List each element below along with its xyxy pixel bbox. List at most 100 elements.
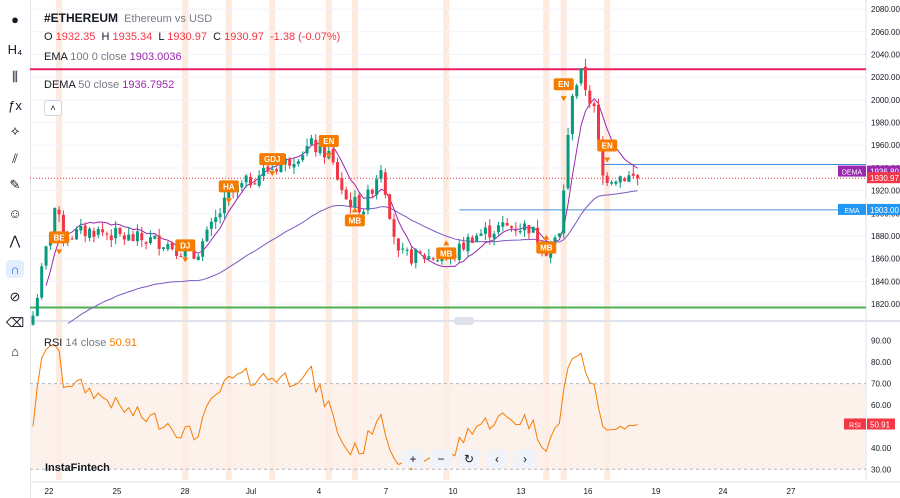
signal-label: EN: [602, 142, 613, 151]
candle-body: [623, 178, 627, 182]
chart-area[interactable]: 2080.002060.002040.002020.002000.001980.…: [30, 0, 900, 498]
price-tick-label: 2000.00: [871, 96, 900, 105]
signal-label: MB: [440, 249, 453, 258]
node-icon[interactable]: ⟡: [10, 123, 20, 138]
rsi-tick-label: 90.00: [871, 337, 892, 346]
ema-legend[interactable]: EMA 100 0 close 1903.0036: [44, 51, 182, 63]
time-tick-label: 19: [652, 487, 661, 496]
rsi-legend[interactable]: RSI 14 close 50.91: [44, 337, 137, 349]
logo-icon[interactable]: ●: [11, 11, 19, 27]
signal-marker: BE: [49, 231, 70, 255]
signal-badge: [344, 214, 365, 227]
candle-body: [201, 241, 205, 257]
candle-body: [309, 138, 313, 145]
ema-line: [67, 190, 638, 324]
signal-marker: MB: [344, 207, 365, 227]
symbol-icon[interactable]: H₄: [7, 41, 23, 57]
pane-divider-handle: [454, 317, 474, 325]
candle-body: [153, 235, 157, 239]
candle-body: [349, 199, 353, 208]
scroll-right-button[interactable]: ›: [514, 450, 536, 468]
candle-body: [531, 226, 535, 233]
trash-icon[interactable]: ⌫: [5, 315, 25, 330]
candle-body: [96, 229, 100, 235]
candle-body: [514, 230, 518, 232]
candle-body: [140, 233, 144, 241]
candle-body: [88, 228, 92, 238]
candle-body: [366, 189, 370, 211]
signal-badge: [259, 153, 286, 166]
candle-body: [579, 68, 583, 84]
signal-badge: [318, 134, 339, 147]
price-tag-value: 1936.80: [870, 168, 899, 177]
indicator-icon[interactable]: ƒx: [8, 97, 22, 113]
close-label: C: [213, 31, 222, 43]
candle-body: [627, 175, 631, 182]
candle-body: [462, 242, 466, 250]
dema-legend[interactable]: DEMA 50 close 1936.7952: [44, 79, 174, 91]
candle-body: [222, 197, 226, 214]
signal-arrow: [604, 157, 611, 163]
candles-icon[interactable]: ⫼: [12, 69, 18, 84]
candle-body: [597, 104, 600, 141]
chevron-up-icon: ˄: [50, 103, 56, 113]
candle-body: [148, 237, 152, 244]
rsi-tick-label: 80.00: [871, 358, 892, 367]
signal-label: MB: [349, 216, 362, 225]
high-value: 1935.34: [112, 31, 153, 43]
collapse-legend-button[interactable]: ˄: [44, 100, 62, 116]
candle-body: [318, 142, 322, 154]
price-tag-bg: [867, 165, 900, 177]
scroll-left-button[interactable]: ‹: [486, 450, 508, 468]
candle-body: [179, 256, 183, 258]
candle-body: [162, 247, 165, 249]
candle-body: [61, 214, 65, 241]
candle-body: [601, 142, 605, 176]
high-label: H: [101, 31, 110, 43]
candle-body: [557, 233, 561, 237]
candle-body: [266, 166, 270, 172]
candle-body: [570, 95, 574, 135]
candle-body: [605, 175, 609, 183]
rsi-tag-name: RSI: [849, 422, 861, 429]
candle-body: [436, 260, 440, 262]
candle-body: [288, 158, 292, 166]
price-tag-name: EMA: [844, 208, 860, 215]
candle-body: [523, 223, 527, 231]
reset-button[interactable]: ↻: [458, 450, 480, 468]
pattern-icon[interactable]: ⋀: [9, 233, 21, 248]
candle-body: [170, 242, 174, 250]
price-tick-label: 2040.00: [871, 50, 900, 59]
signal-badge: [536, 241, 557, 254]
price-tag-bg: [867, 172, 900, 184]
signal-arrow: [269, 171, 276, 177]
candle-body: [510, 226, 513, 228]
rsi-name: RSI: [44, 337, 63, 349]
time-tick-label: 16: [584, 487, 593, 496]
candle-body: [118, 227, 122, 235]
candle-body: [553, 237, 557, 244]
signal-badge: [175, 239, 196, 252]
signal-arrow: [351, 207, 358, 213]
signal-badge: [597, 139, 618, 152]
time-tick-label: Jul: [246, 487, 256, 496]
home-icon[interactable]: ⌂: [11, 343, 19, 359]
emoji-icon[interactable]: ☺: [8, 205, 22, 221]
magnet-icon[interactable]: ∩: [6, 260, 24, 278]
candle-body: [392, 219, 396, 237]
pencil-icon[interactable]: ✎: [9, 177, 21, 192]
signal-label: HA: [223, 182, 235, 191]
zoom-in-button[interactable]: +: [402, 450, 424, 468]
candle-body: [83, 225, 87, 237]
price-tag-value: 1930.97: [870, 174, 899, 183]
signal-label: MB: [540, 244, 553, 253]
time-tick-label: 28: [181, 487, 190, 496]
candle-body: [396, 238, 400, 251]
zoom-out-button[interactable]: −: [430, 450, 452, 468]
brush-icon[interactable]: ⫽: [12, 151, 18, 166]
candle-body: [244, 175, 248, 183]
price-tag-name-bg: [838, 165, 866, 177]
price-gridlines: [30, 8, 866, 305]
eye-off-icon[interactable]: ⊘: [9, 289, 21, 304]
candle-body: [466, 236, 470, 252]
